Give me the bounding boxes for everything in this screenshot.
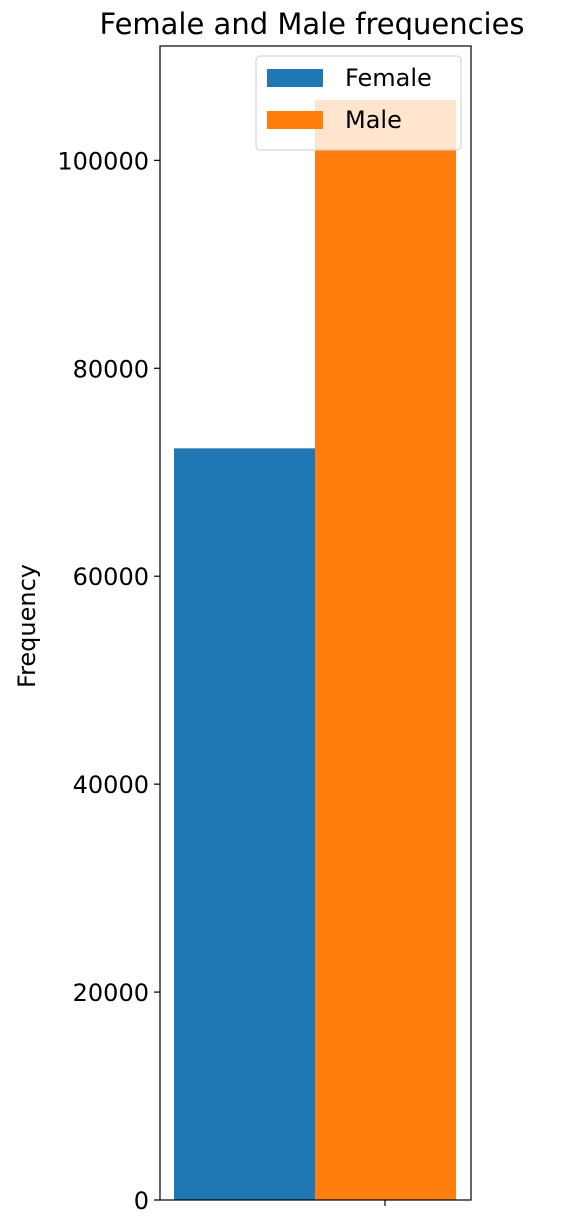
legend-swatch-male bbox=[267, 111, 323, 129]
chart-title: Female and Male frequencies bbox=[99, 7, 524, 41]
y-tick-label: 20000 bbox=[73, 979, 149, 1007]
y-tick-label: 60000 bbox=[73, 563, 149, 591]
legend-swatch-female bbox=[267, 69, 323, 87]
y-tick-label: 80000 bbox=[73, 355, 149, 383]
bar-female bbox=[174, 448, 315, 1200]
bars-group bbox=[174, 100, 456, 1200]
y-tick-label: 40000 bbox=[73, 771, 149, 799]
y-tick-label: 0 bbox=[134, 1187, 149, 1215]
legend-label-female: Female bbox=[345, 64, 432, 92]
y-tick-label: 100000 bbox=[57, 147, 149, 175]
plot-area-frame bbox=[159, 45, 472, 1201]
y-axis: 0 20000 40000 60000 80000 100000 bbox=[57, 147, 160, 1215]
y-axis-label: Frequency bbox=[13, 564, 41, 688]
legend: Female Male bbox=[255, 55, 462, 151]
legend-label-male: Male bbox=[345, 106, 402, 134]
bar-male bbox=[315, 100, 456, 1200]
